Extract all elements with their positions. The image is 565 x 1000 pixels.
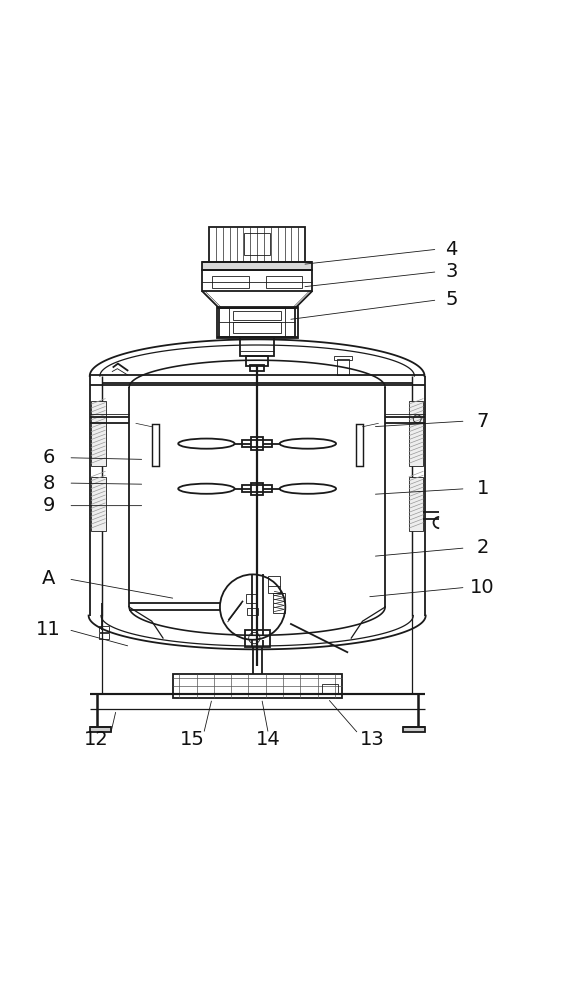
Bar <box>403 727 424 732</box>
Bar <box>233 311 281 320</box>
Bar <box>216 307 298 338</box>
Bar <box>91 401 106 466</box>
Text: 14: 14 <box>256 730 281 749</box>
Text: 12: 12 <box>84 730 109 749</box>
Bar <box>250 365 264 371</box>
Text: A: A <box>42 569 55 588</box>
Bar <box>246 594 257 603</box>
Bar <box>242 440 272 447</box>
Bar <box>273 593 285 613</box>
Bar <box>247 608 258 615</box>
Bar <box>91 477 106 531</box>
Bar <box>266 276 302 288</box>
Bar <box>202 270 312 291</box>
Text: 10: 10 <box>470 578 495 597</box>
Bar <box>408 477 423 531</box>
Bar <box>268 576 280 593</box>
Bar <box>244 233 270 255</box>
Text: 7: 7 <box>476 412 489 431</box>
Bar <box>152 424 159 466</box>
Text: 9: 9 <box>42 496 55 515</box>
Bar <box>233 322 281 333</box>
Bar <box>334 356 352 360</box>
Bar <box>202 262 312 270</box>
Text: 13: 13 <box>360 730 385 749</box>
Bar <box>172 674 342 698</box>
Bar <box>219 308 295 337</box>
Bar <box>90 727 111 732</box>
Text: 6: 6 <box>42 448 55 467</box>
Bar <box>337 359 349 375</box>
Text: 3: 3 <box>445 262 458 281</box>
Bar <box>408 401 423 466</box>
Bar <box>322 684 338 693</box>
Bar <box>242 485 272 492</box>
Text: 5: 5 <box>445 290 458 309</box>
Text: 8: 8 <box>42 474 55 493</box>
Bar <box>251 437 263 450</box>
Bar <box>99 633 109 639</box>
Bar <box>240 337 274 356</box>
Bar <box>209 227 305 263</box>
Text: 11: 11 <box>36 620 61 639</box>
Bar <box>251 483 263 495</box>
Bar <box>246 356 268 366</box>
Text: 2: 2 <box>476 538 489 557</box>
Bar <box>245 630 270 647</box>
Bar <box>356 424 363 466</box>
Bar <box>212 276 249 288</box>
Text: 1: 1 <box>476 479 489 498</box>
Text: 4: 4 <box>445 240 458 259</box>
Bar <box>99 626 109 632</box>
Text: 15: 15 <box>180 730 205 749</box>
